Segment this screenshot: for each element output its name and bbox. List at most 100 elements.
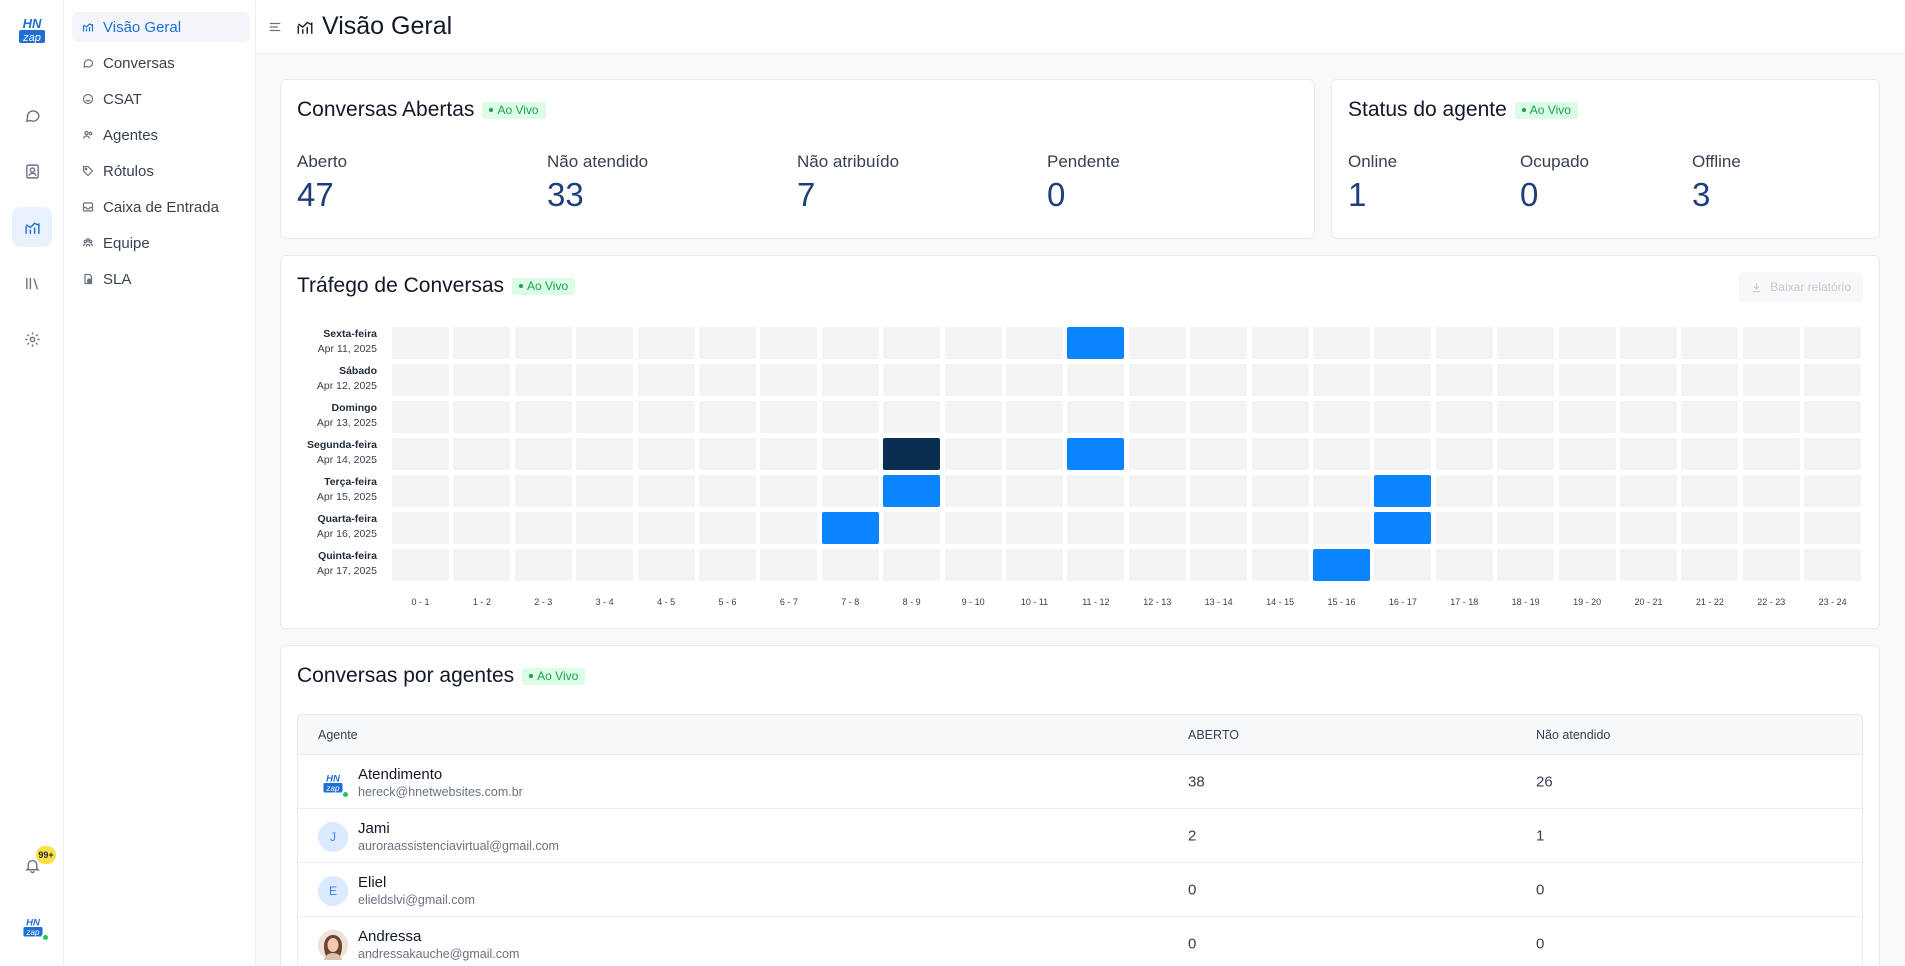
heatmap-cell[interactable]	[1435, 512, 1493, 544]
heatmap-cell[interactable]	[1742, 438, 1800, 470]
heatmap-cell[interactable]	[1128, 549, 1186, 581]
heatmap-cell[interactable]	[1190, 512, 1248, 544]
heatmap-cell[interactable]	[1558, 475, 1616, 507]
heatmap-cell[interactable]	[1804, 401, 1862, 433]
heatmap-cell[interactable]	[514, 438, 572, 470]
column-header-agent[interactable]: Agente	[318, 727, 358, 742]
heatmap-cell[interactable]	[1251, 401, 1309, 433]
heatmap-cell[interactable]	[760, 438, 818, 470]
heatmap-cell[interactable]	[1620, 438, 1677, 470]
heatmap-cell[interactable]	[1497, 401, 1555, 433]
heatmap-cell[interactable]	[1128, 364, 1186, 396]
heatmap-cell[interactable]	[392, 364, 449, 396]
heatmap-cell[interactable]	[760, 401, 818, 433]
heatmap-cell[interactable]	[1804, 512, 1862, 544]
heatmap-cell[interactable]	[1190, 438, 1248, 470]
heatmap-cell[interactable]	[1620, 549, 1677, 581]
table-row[interactable]: Andressa andressakauche@gmail.com 0 0	[298, 917, 1862, 966]
heatmap-cell[interactable]	[944, 401, 1002, 433]
heatmap-cell[interactable]	[1620, 475, 1677, 507]
heatmap-cell[interactable]	[392, 512, 449, 544]
heatmap-cell[interactable]	[1497, 438, 1555, 470]
heatmap-cell[interactable]	[576, 512, 634, 544]
heatmap-cell[interactable]	[1497, 364, 1555, 396]
heatmap-cell[interactable]	[760, 327, 818, 359]
heatmap-cell[interactable]	[1558, 549, 1616, 581]
heatmap-cell[interactable]	[1313, 364, 1370, 396]
heatmap-cell[interactable]	[944, 475, 1002, 507]
heatmap-cell[interactable]	[1067, 327, 1125, 359]
heatmap-cell[interactable]	[1313, 438, 1370, 470]
heatmap-cell[interactable]	[1251, 327, 1309, 359]
heatmap-cell[interactable]	[392, 438, 449, 470]
heatmap-cell[interactable]	[1742, 401, 1800, 433]
reports-chart-icon[interactable]	[12, 207, 52, 247]
heatmap-cell[interactable]	[1681, 438, 1739, 470]
heatmap-cell[interactable]	[1251, 438, 1309, 470]
heatmap-cell[interactable]	[1558, 327, 1616, 359]
heatmap-cell[interactable]	[576, 364, 634, 396]
notifications-bell-icon[interactable]	[12, 845, 52, 885]
heatmap-cell[interactable]	[514, 475, 572, 507]
heatmap-cell[interactable]	[1374, 549, 1432, 581]
heatmap-cell[interactable]	[1067, 438, 1125, 470]
heatmap-cell[interactable]	[637, 512, 695, 544]
heatmap-cell[interactable]	[453, 364, 511, 396]
heatmap-cell[interactable]	[1558, 364, 1616, 396]
heatmap-cell[interactable]	[392, 549, 449, 581]
heatmap-cell[interactable]	[699, 327, 756, 359]
heatmap-cell[interactable]	[699, 364, 756, 396]
heatmap-cell[interactable]	[1067, 364, 1125, 396]
heatmap-cell[interactable]	[1006, 327, 1063, 359]
heatmap-cell[interactable]	[1681, 364, 1739, 396]
heatmap-cell[interactable]	[699, 512, 756, 544]
heatmap-cell[interactable]	[392, 327, 449, 359]
heatmap-cell[interactable]	[1006, 438, 1063, 470]
heatmap-cell[interactable]	[1313, 327, 1370, 359]
heatmap-cell[interactable]	[1374, 401, 1432, 433]
heatmap-cell[interactable]	[821, 438, 879, 470]
heatmap-cell[interactable]	[1435, 401, 1493, 433]
heatmap-cell[interactable]	[1313, 475, 1370, 507]
heatmap-cell[interactable]	[821, 364, 879, 396]
heatmap-cell[interactable]	[1804, 438, 1862, 470]
sidebar-item-visao-geral[interactable]: Visão Geral	[72, 12, 250, 42]
heatmap-cell[interactable]	[760, 475, 818, 507]
heatmap-cell[interactable]	[1681, 327, 1739, 359]
heatmap-cell[interactable]	[1742, 327, 1800, 359]
heatmap-cell[interactable]	[1067, 475, 1125, 507]
heatmap-cell[interactable]	[1374, 327, 1432, 359]
heatmap-cell[interactable]	[1067, 549, 1125, 581]
download-report-button[interactable]: Baixar relatório	[1739, 272, 1863, 302]
table-row[interactable]: HN zap Atendimento hereck@hnetwebsites.c…	[298, 755, 1862, 809]
heatmap-cell[interactable]	[1190, 327, 1248, 359]
brand-logo[interactable]: HN zap	[15, 15, 49, 45]
heatmap-cell[interactable]	[1128, 438, 1186, 470]
heatmap-cell[interactable]	[1435, 475, 1493, 507]
heatmap-cell[interactable]	[821, 475, 879, 507]
heatmap-cell[interactable]	[760, 549, 818, 581]
heatmap-cell[interactable]	[637, 327, 695, 359]
heatmap-cell[interactable]	[1435, 364, 1493, 396]
heatmap-cell[interactable]	[944, 364, 1002, 396]
heatmap-cell[interactable]	[1620, 401, 1677, 433]
heatmap-cell[interactable]	[514, 401, 572, 433]
heatmap-cell[interactable]	[514, 327, 572, 359]
heatmap-cell[interactable]	[883, 438, 941, 470]
heatmap-cell[interactable]	[760, 512, 818, 544]
heatmap-cell[interactable]	[392, 401, 449, 433]
sidebar-item-sla[interactable]: SLA	[72, 264, 250, 294]
heatmap-cell[interactable]	[699, 475, 756, 507]
heatmap-cell[interactable]	[1558, 512, 1616, 544]
heatmap-cell[interactable]	[1620, 364, 1677, 396]
heatmap-cell[interactable]	[1128, 401, 1186, 433]
heatmap-cell[interactable]	[821, 512, 879, 544]
heatmap-cell[interactable]	[1374, 438, 1432, 470]
column-header-unanswered[interactable]: Não atendido	[1536, 727, 1611, 742]
sidebar-item-agentes[interactable]: Agentes	[72, 120, 250, 150]
contacts-icon[interactable]	[12, 151, 52, 191]
heatmap-cell[interactable]	[1374, 475, 1432, 507]
heatmap-cell[interactable]	[1128, 475, 1186, 507]
heatmap-cell[interactable]	[1681, 475, 1739, 507]
heatmap-cell[interactable]	[1190, 475, 1248, 507]
